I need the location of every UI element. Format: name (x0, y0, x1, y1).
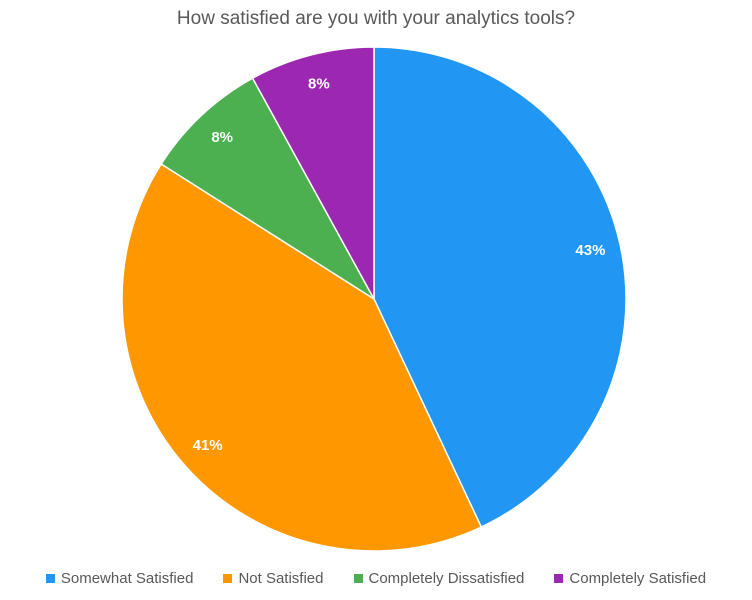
data-label-completely-dissatisfied: 8% (211, 129, 233, 146)
legend-label: Not Satisfied (238, 570, 324, 587)
legend-item-completely-dissatisfied: Completely Dissatisfied (353, 570, 525, 587)
legend-item-not-satisfied: Not Satisfied (223, 570, 324, 587)
legend-swatch (45, 574, 55, 583)
legend: Somewhat Satisfied Not Satisfied Completel… (0, 570, 752, 587)
legend-label: Completely Dissatisfied (368, 570, 525, 587)
data-label-completely-satisfied: 8% (308, 76, 330, 93)
pie-slice-completely-satisfied (251, 46, 375, 300)
legend-label: Completely Satisfied (569, 570, 707, 587)
pie-slice-completely-dissatisfied (160, 77, 375, 300)
legend-item-completely-satisfied: Completely Satisfied (554, 570, 706, 587)
legend-label: Somewhat Satisfied (60, 570, 194, 587)
pie-slice-somewhat-satisfied (373, 46, 627, 529)
legend-swatch (353, 574, 363, 583)
legend-swatch (223, 574, 233, 583)
pie-slice-not-satisfied (121, 162, 483, 552)
legend-item-somewhat-satisfied: Somewhat Satisfied (45, 570, 194, 587)
data-label-somewhat-satisfied: 43% (575, 242, 605, 259)
data-label-not-satisfied: 41% (193, 437, 223, 454)
legend-swatch (554, 574, 564, 583)
chart-title: How satisfied are you with your analytic… (176, 8, 576, 29)
